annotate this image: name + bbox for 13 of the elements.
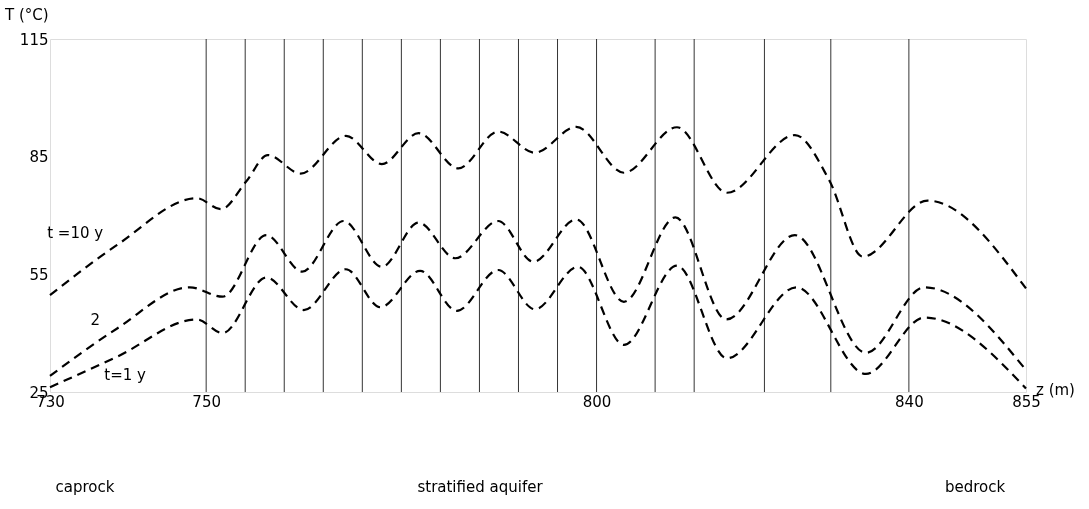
- x-tick-label: 800: [582, 392, 612, 411]
- x-tick-label: 840: [895, 392, 924, 411]
- text: caprock: [55, 478, 115, 496]
- y-tick-label: 55: [29, 265, 49, 284]
- series-label: 2: [90, 311, 100, 330]
- series-label: t=1 y: [104, 365, 147, 384]
- text: stratified aquifer: [417, 478, 544, 496]
- x-tick-label: 750: [192, 392, 221, 411]
- y-axis-title: T (°C): [4, 6, 49, 24]
- y-tick-label: 115: [19, 30, 49, 49]
- y-tick-label: 85: [29, 148, 49, 167]
- series-label: t =10 y: [47, 223, 104, 242]
- text: bedrock: [944, 478, 1006, 496]
